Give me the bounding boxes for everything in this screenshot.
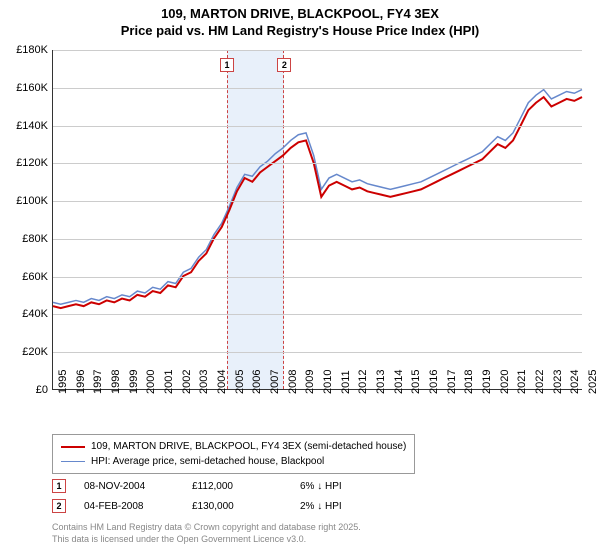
x-axis-label: 2013 bbox=[375, 370, 387, 394]
x-axis-label: 2004 bbox=[216, 370, 228, 394]
x-axis-label: 2022 bbox=[534, 370, 546, 394]
x-axis-label: 1995 bbox=[57, 370, 69, 394]
legend-row-2: HPI: Average price, semi-detached house,… bbox=[61, 454, 406, 469]
x-axis-label: 2012 bbox=[357, 370, 369, 394]
x-axis-label: 2000 bbox=[145, 370, 157, 394]
x-axis-label: 2008 bbox=[287, 370, 299, 394]
y-axis-label: £20K bbox=[22, 346, 48, 358]
chart-title: 109, MARTON DRIVE, BLACKPOOL, FY4 3EX Pr… bbox=[0, 0, 600, 40]
x-axis-label: 2016 bbox=[428, 370, 440, 394]
x-axis-label: 2001 bbox=[163, 370, 175, 394]
gridline-h bbox=[53, 314, 582, 315]
y-axis-label: £0 bbox=[36, 384, 48, 396]
x-axis-label: 2014 bbox=[393, 370, 405, 394]
y-axis-label: £160K bbox=[16, 82, 48, 94]
x-axis-label: 2020 bbox=[499, 370, 511, 394]
x-axis-label: 1997 bbox=[92, 370, 104, 394]
chart-lines-svg bbox=[53, 50, 582, 389]
footer: Contains HM Land Registry data © Crown c… bbox=[52, 522, 361, 545]
x-axis-label: 2002 bbox=[181, 370, 193, 394]
info-table: 1 08-NOV-2004 £112,000 6% ↓ HPI 2 04-FEB… bbox=[52, 476, 390, 516]
x-axis-label: 1999 bbox=[128, 370, 140, 394]
x-axis-label: 2017 bbox=[446, 370, 458, 394]
gridline-h bbox=[53, 126, 582, 127]
y-axis-label: £40K bbox=[22, 308, 48, 320]
gridline-h bbox=[53, 88, 582, 89]
info-row-1: 1 08-NOV-2004 £112,000 6% ↓ HPI bbox=[52, 476, 390, 496]
info-price-2: £130,000 bbox=[192, 501, 282, 512]
footer-line2: This data is licensed under the Open Gov… bbox=[52, 534, 306, 544]
x-axis-label: 1998 bbox=[110, 370, 122, 394]
gridline-h bbox=[53, 352, 582, 353]
y-axis-label: £140K bbox=[16, 120, 48, 132]
info-delta-2: 2% ↓ HPI bbox=[300, 501, 390, 512]
x-axis-label: 2023 bbox=[552, 370, 564, 394]
legend-swatch-1 bbox=[61, 446, 85, 448]
x-axis-label: 2025 bbox=[587, 370, 599, 394]
x-axis-label: 2019 bbox=[481, 370, 493, 394]
legend-row-1: 109, MARTON DRIVE, BLACKPOOL, FY4 3EX (s… bbox=[61, 439, 406, 454]
legend: 109, MARTON DRIVE, BLACKPOOL, FY4 3EX (s… bbox=[52, 434, 415, 474]
info-price-1: £112,000 bbox=[192, 481, 282, 492]
x-axis-label: 2010 bbox=[322, 370, 334, 394]
marker-2: 2 bbox=[277, 58, 291, 72]
legend-label-2: HPI: Average price, semi-detached house,… bbox=[91, 454, 324, 469]
series-line-hpi bbox=[53, 90, 582, 305]
x-axis-label: 1996 bbox=[75, 370, 87, 394]
marker-1: 1 bbox=[220, 58, 234, 72]
title-line1: 109, MARTON DRIVE, BLACKPOOL, FY4 3EX bbox=[161, 6, 439, 21]
x-axis-label: 2006 bbox=[251, 370, 263, 394]
info-marker-1: 1 bbox=[52, 479, 66, 493]
x-axis-label: 2018 bbox=[463, 370, 475, 394]
info-marker-2: 2 bbox=[52, 499, 66, 513]
info-row-2: 2 04-FEB-2008 £130,000 2% ↓ HPI bbox=[52, 496, 390, 516]
gridline-h bbox=[53, 50, 582, 51]
x-axis-label: 2009 bbox=[304, 370, 316, 394]
footer-line1: Contains HM Land Registry data © Crown c… bbox=[52, 522, 361, 532]
x-axis-label: 2003 bbox=[198, 370, 210, 394]
gridline-h bbox=[53, 201, 582, 202]
gridline-h bbox=[53, 277, 582, 278]
info-date-2: 04-FEB-2008 bbox=[84, 501, 174, 512]
x-axis-label: 2007 bbox=[269, 370, 281, 394]
y-axis-label: £120K bbox=[16, 157, 48, 169]
gridline-h bbox=[53, 239, 582, 240]
info-delta-1: 6% ↓ HPI bbox=[300, 481, 390, 492]
gridline-h bbox=[53, 163, 582, 164]
y-axis-label: £60K bbox=[22, 271, 48, 283]
y-axis-label: £80K bbox=[22, 233, 48, 245]
y-axis-label: £180K bbox=[16, 44, 48, 56]
x-axis-label: 2011 bbox=[340, 370, 352, 394]
x-axis-label: 2021 bbox=[516, 370, 528, 394]
info-date-1: 08-NOV-2004 bbox=[84, 481, 174, 492]
x-axis-label: 2005 bbox=[234, 370, 246, 394]
y-axis-label: £100K bbox=[16, 195, 48, 207]
legend-label-1: 109, MARTON DRIVE, BLACKPOOL, FY4 3EX (s… bbox=[91, 439, 406, 454]
chart-plot-area: 1 2 £0£20K£40K£60K£80K£100K£120K£140K£16… bbox=[52, 50, 582, 390]
x-axis-label: 2015 bbox=[410, 370, 422, 394]
chart-container: 109, MARTON DRIVE, BLACKPOOL, FY4 3EX Pr… bbox=[0, 0, 600, 560]
title-line2: Price paid vs. HM Land Registry's House … bbox=[121, 23, 480, 38]
legend-swatch-2 bbox=[61, 461, 85, 462]
x-axis-label: 2024 bbox=[569, 370, 581, 394]
